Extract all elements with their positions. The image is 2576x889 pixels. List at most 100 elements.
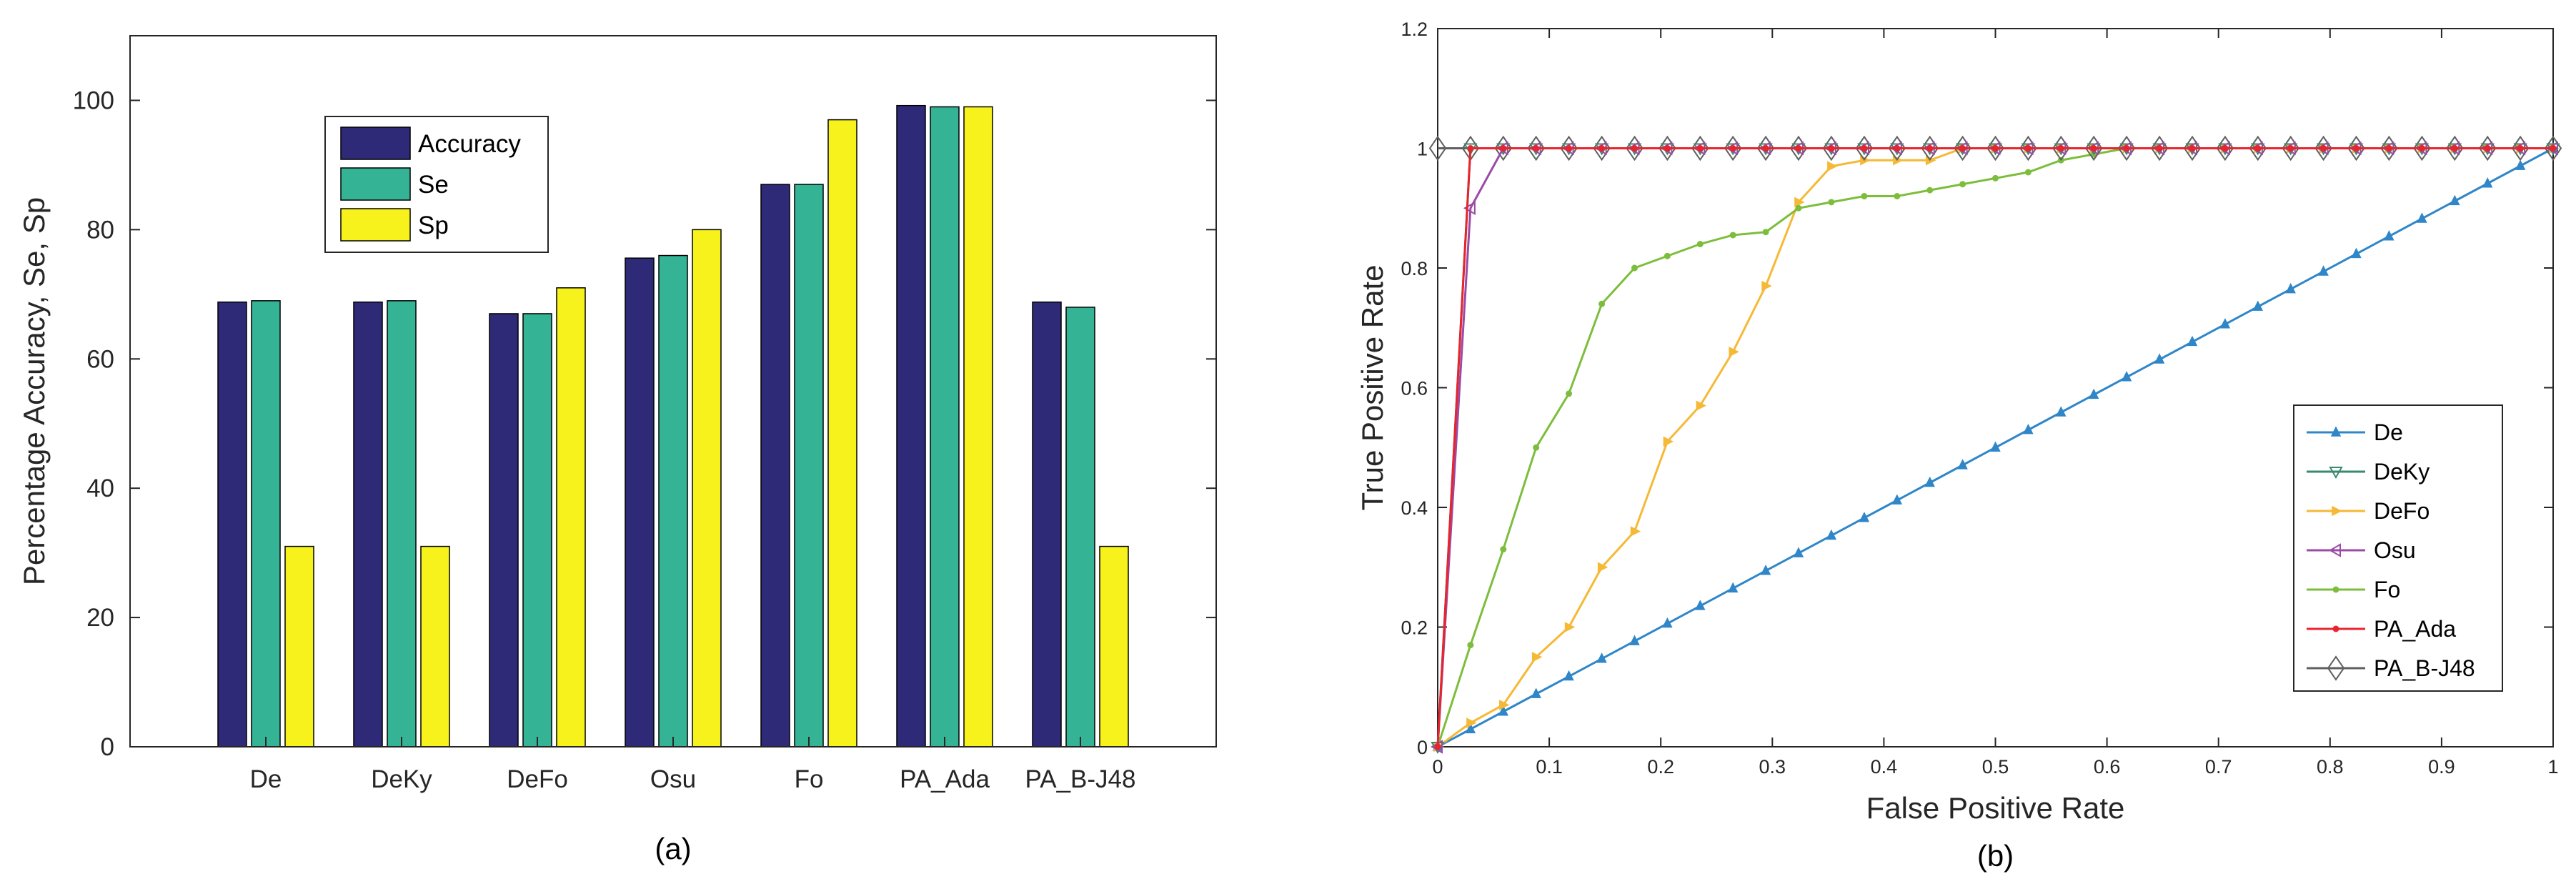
roc-point-triangle-up [1957,459,1968,470]
roc-y-axis-label: True Positive Rate [1356,265,1389,511]
roc-point-triangle-up [1793,547,1804,557]
roc-point-dot [2451,145,2458,152]
roc-point-triangle-up [2318,265,2329,276]
roc-legend-label: DeFo [2374,498,2430,524]
roc-point-triangle-up [2154,353,2165,364]
bar-group [217,104,1129,748]
roc-point-dot [2123,145,2130,152]
roc-point-triangle-right [1597,562,1608,572]
roc-point-dot [2024,145,2032,152]
roc-point-triangle-up [2056,406,2067,417]
roc-point-dot [2090,145,2097,152]
roc-x-tick-label: 0.1 [1536,756,1563,778]
roc-point-triangle-up [1596,652,1607,663]
bar-accuracy [1032,301,1062,748]
bar-se [522,313,552,748]
roc-point-dot [1664,252,1671,259]
roc-point-triangle-up [2330,426,2342,437]
roc-y-tick-label: 0 [1417,737,1428,758]
roc-point-dot [1762,145,1769,152]
bar-chart-panel: 0 20 40 60 80 100 De DeKy DeFo Osu Fo PA_Ada PA_B-J4… [17,35,1217,865]
roc-point-triangle-right [1466,717,1477,728]
bar-legend-swatch [340,126,411,160]
roc-point-triangle-up [2482,177,2493,188]
roc-point-triangle-up [2121,371,2132,382]
roc-point-diamond [2327,655,2345,681]
roc-chart-panel: 0 0.1 0.2 0.3 0.4 0.5 0.6 0.7 0.8 0.9 1 0 0.2 0.4 0.6 0… [1356,19,2562,873]
roc-point-dot [1828,199,1835,206]
roc-point-dot [1467,145,1474,152]
roc-x-axis-label: False Positive Rate [1866,791,2125,825]
roc-x-tick-label: 0.7 [2205,756,2232,778]
roc-point-dot [2320,145,2327,152]
roc-point-dot [2287,145,2294,152]
roc-point-dot [1894,193,1901,199]
bar-sp [420,545,450,748]
roc-point-dot [1566,390,1573,397]
bar-y-tick-label: 100 [73,86,114,114]
bar-sp [556,287,586,748]
roc-point-dot [2189,145,2196,152]
bar-axes: 0 20 40 60 80 100 De DeKy DeFo Osu Fo PA_Ada PA_B-J4… [73,35,1217,793]
bar-legend: Accuracy Se Sp [324,116,549,253]
roc-point-triangle-up [1990,441,2001,452]
roc-point-dot [2418,145,2425,152]
bar-sp [963,106,993,748]
roc-point-dot [2024,169,2032,176]
roc-point-triangle-right [1729,347,1739,357]
bar-chart-caption: (a) [655,832,691,865]
roc-point-triangle-right [1794,197,1805,208]
roc-point-triangle-up [1727,582,1739,593]
roc-point-dot [1992,174,1999,182]
roc-point-triangle-up [2285,282,2296,294]
roc-point-dot [1795,204,1802,212]
roc-point-dot [1992,145,1999,152]
roc-point-dot [1631,264,1638,272]
bar-y-tick-label: 0 [101,733,114,761]
roc-point-dot [1762,229,1769,236]
roc-point-triangle-up [1891,494,1903,505]
bar-sp [692,229,722,748]
bar-se [387,300,417,748]
bar-se [930,106,960,748]
roc-point-dot [2057,145,2064,152]
roc-legend-label: DeKy [2374,459,2430,485]
roc-point-triangle-right [1564,622,1576,632]
roc-point-dot [1696,241,1704,247]
roc-point-dot [1500,145,1507,152]
roc-point-triangle-up [1531,687,1541,698]
roc-point-dot [1696,145,1704,152]
roc-point-triangle-up [1662,617,1673,628]
roc-point-dot [2484,145,2491,152]
roc-point-triangle-right [1630,526,1641,537]
roc-x-tick-label: 0 [1432,756,1443,778]
roc-point-dot [1926,187,1934,194]
roc-point-triangle-left [1463,201,1476,215]
bar-x-tick-label: Fo [795,765,824,793]
roc-legend-label: De [2374,419,2403,445]
roc-y-tick-label: 1 [1417,139,1428,160]
roc-point-triangle-up [1695,600,1706,610]
bar-x-tick-label: DeKy [371,765,432,793]
bar-accuracy [353,301,383,748]
roc-point-dot [1828,145,1835,152]
bar-accuracy [760,184,790,748]
roc-point-triangle-up [1760,565,1771,575]
bar-accuracy [896,104,926,748]
roc-point-dot [1861,193,1868,199]
roc-point-dot [1795,145,1802,152]
roc-point-triangle-up [1465,722,1476,734]
roc-point-dot [1631,145,1638,152]
roc-point-dot [1729,232,1736,239]
bar-legend-swatch [340,167,411,201]
bar-y-tick-label: 60 [86,345,114,373]
roc-x-tick-label: 1 [2547,756,2558,778]
roc-chart-caption: (b) [1977,839,2014,873]
roc-point-triangle-right [1761,280,1772,292]
bar-legend-swatch [340,208,411,242]
bar-legend-label: Se [418,171,449,199]
roc-y-tick-label: 0.2 [1401,617,1428,639]
bar-sp [284,545,314,748]
roc-legend-label: Osu [2374,537,2416,563]
